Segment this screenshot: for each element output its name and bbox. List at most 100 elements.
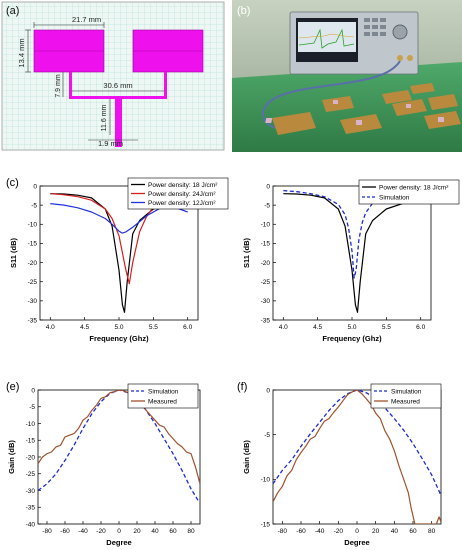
y-axis-label: S11 (dB): [9, 237, 18, 268]
chart-c-svg: 4.0 4.5 5.0 5.5 6.0 0 -5 -10 -15 -20 -25 -30 -35 Freq…: [6, 177, 229, 343]
legend-box: [370, 383, 442, 409]
y-axis-label: S11 (dB): [242, 237, 251, 268]
chart-panel-c: 4.0 4.5 5.0 5.5 6.0 0 -5 -10 -15 -20 -25 -30 -35 Freq…: [0, 172, 231, 352]
series-line-simulation: [273, 390, 441, 496]
dim-patch-spacing: 30.6 mm: [103, 81, 132, 90]
y-tick-label: -5: [31, 202, 37, 209]
x-tick-label: 4.5: [313, 324, 322, 331]
series-line-power-density-12j-cm-: [50, 203, 188, 234]
series-line-power-density-18-j-cm-: [50, 193, 188, 313]
y-tick-label: -15: [28, 241, 38, 248]
measurement-photo: (b): [232, 0, 462, 152]
chart-e-svg: -80 -60 -40 -20 0 20 40 60 80 0 -5 -10 -15 -20 -25 -30 -…: [6, 381, 201, 547]
x-tick-label: -20: [334, 528, 344, 535]
y-tick-label: -10: [261, 222, 271, 229]
y-tick-label: -40: [26, 521, 36, 528]
dim-patch-height: 13.4 mm: [17, 38, 26, 67]
x-tick-label: 5.5: [382, 324, 391, 331]
x-axis-label: Frequency (Ghz): [89, 334, 149, 343]
y-tick-label: -20: [261, 260, 271, 267]
panel-label-c: (c): [6, 177, 19, 189]
legend-box: [358, 179, 460, 205]
x-tick-label: 5.5: [149, 324, 158, 331]
x-tick-label: 6.0: [183, 324, 192, 331]
x-tick-label: 60: [169, 528, 177, 535]
y-tick-label: -35: [26, 505, 36, 512]
y-tick-label: -5: [264, 202, 270, 209]
x-tick-label: 5.0: [347, 324, 356, 331]
x-axis-label: Degree: [344, 538, 369, 547]
chart-f-svg: -80 -60 -40 -20 0 20 40 60 80 0 -5 -10 -15 Degree Gain…: [237, 381, 442, 547]
y-tick-label: -20: [28, 260, 38, 267]
x-tick-label: 6.0: [416, 324, 425, 331]
y-tick-label: -10: [28, 222, 38, 229]
legend-entry: Power density: 18 J/cm²: [379, 185, 449, 192]
y-tick-label: -35: [261, 317, 271, 324]
panel-label-e: (e): [6, 381, 19, 393]
legend-f: Simulation Measured: [370, 383, 442, 409]
x-tick-label: 4.5: [80, 324, 89, 331]
x-tick-label: -60: [60, 528, 70, 535]
panel-label-f: (f): [237, 381, 247, 393]
x-axis-label: Frequency (Ghz): [322, 334, 382, 343]
legend-d: Power density: 18 J/cm² Simulation: [358, 179, 460, 205]
y-tick-label: -30: [28, 298, 38, 305]
y-tick-label: 0: [266, 387, 270, 394]
left-feed-line: [69, 72, 72, 98]
x-tick-label: 80: [187, 528, 195, 535]
main-feed-line: [115, 99, 122, 147]
chart-panel-e: -80 -60 -40 -20 0 20 40 60 80 0 -5 -10 -15 -20 -25 -30 -…: [0, 372, 231, 550]
x-tick-label: -80: [42, 528, 52, 535]
x-tick-label: -40: [78, 528, 88, 535]
plot-frame-d: [272, 185, 432, 321]
x-tick-label: -40: [315, 528, 325, 535]
legend-entry: Power density: 18 J/cm²: [148, 182, 218, 189]
y-tick-label: -10: [26, 421, 36, 428]
x-tick-label: 20: [372, 528, 380, 535]
panel-b-label: (b): [237, 5, 250, 17]
x-tick-label: 0: [117, 528, 121, 535]
x-tick-label: 5.0: [114, 324, 123, 331]
x-tick-label: -80: [278, 528, 288, 535]
x-tick-label: 4.0: [46, 324, 55, 331]
x-tick-label: 20: [133, 528, 141, 535]
y-axis-label: Gain (dB): [242, 440, 251, 474]
y-tick-label: -20: [26, 454, 36, 461]
measurement-photo-panel: (b): [232, 0, 462, 152]
y-tick-label: 0: [31, 387, 35, 394]
antenna-layout-panel: 21.7 mm 13.4 mm 7.9 mm 30.6 mm 11.6 mm 1…: [0, 0, 226, 152]
x-tick-label: 40: [391, 528, 399, 535]
y-tick-label: -5: [29, 404, 35, 411]
x-axis-label: Degree: [106, 538, 131, 547]
y-tick-label: -5: [264, 432, 270, 439]
y-tick-label: 0: [33, 183, 37, 190]
layout-grid: [2, 2, 224, 150]
y-tick-label: -10: [261, 477, 271, 484]
y-tick-label: -25: [261, 279, 271, 286]
legend-entry: Simulation: [148, 389, 179, 396]
y-tick-label: -15: [261, 521, 271, 528]
chart-panel-f: -80 -60 -40 -20 0 20 40 60 80 0 -5 -10 -15 Degree Gain…: [231, 372, 462, 550]
y-tick-label: -25: [26, 471, 36, 478]
legend-entry: Power density: 12J/cm²: [148, 200, 216, 207]
y-tick-label: 0: [266, 183, 270, 190]
legend-entry: Measured: [148, 399, 177, 406]
series-line-power-density-18-j-cm-: [283, 193, 421, 313]
x-tick-label: 60: [409, 528, 417, 535]
x-tick-label: 4.0: [279, 324, 288, 331]
dim-main-feed-length: 11.6 mm: [101, 104, 108, 131]
antenna-boards: [265, 83, 461, 135]
x-tick-label: -60: [296, 528, 306, 535]
chart-d-svg: 4.0 4.5 5.0 5.5 6.0 0 -5 -10 -15 -20 -25 -30 -35 Freq…: [242, 179, 460, 343]
dim-patch-width: 21.7 mm: [72, 15, 101, 24]
series-line-simulation: [38, 390, 199, 501]
rf-cable: [262, 60, 401, 129]
legend-entry: Simulation: [379, 195, 410, 202]
x-tick-label: 80: [428, 528, 436, 535]
legend-box: [127, 383, 199, 409]
y-tick-label: -15: [26, 438, 36, 445]
y-tick-label: -30: [26, 488, 36, 495]
x-tick-label: -20: [96, 528, 106, 535]
horizontal-feed-line: [69, 96, 167, 99]
chart-panel-d: 4.0 4.5 5.0 5.5 6.0 0 -5 -10 -15 -20 -25 -30 -35 Freq…: [231, 172, 462, 352]
